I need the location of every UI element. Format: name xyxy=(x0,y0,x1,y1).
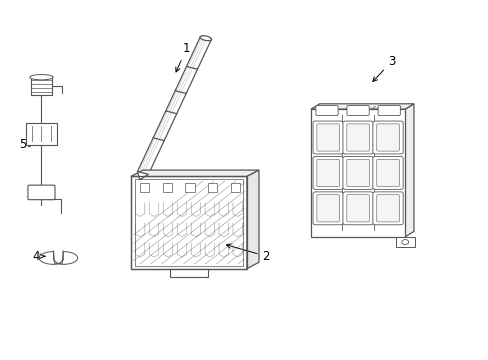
FancyBboxPatch shape xyxy=(376,159,399,186)
FancyBboxPatch shape xyxy=(342,192,372,225)
FancyBboxPatch shape xyxy=(372,121,403,154)
Polygon shape xyxy=(185,183,194,192)
FancyBboxPatch shape xyxy=(316,124,339,151)
FancyBboxPatch shape xyxy=(346,105,368,116)
Polygon shape xyxy=(395,237,414,247)
FancyBboxPatch shape xyxy=(26,123,57,145)
FancyBboxPatch shape xyxy=(316,195,339,222)
FancyBboxPatch shape xyxy=(312,157,343,189)
FancyBboxPatch shape xyxy=(342,121,372,154)
Polygon shape xyxy=(230,183,240,192)
FancyBboxPatch shape xyxy=(316,159,339,186)
Text: 1: 1 xyxy=(176,42,190,72)
FancyBboxPatch shape xyxy=(315,105,337,116)
FancyBboxPatch shape xyxy=(28,185,55,200)
FancyBboxPatch shape xyxy=(312,192,343,225)
Text: 5: 5 xyxy=(20,138,33,151)
FancyBboxPatch shape xyxy=(376,124,399,151)
Polygon shape xyxy=(53,251,63,263)
Ellipse shape xyxy=(200,36,211,41)
Polygon shape xyxy=(131,176,246,269)
Polygon shape xyxy=(59,252,78,264)
FancyBboxPatch shape xyxy=(372,192,403,225)
Polygon shape xyxy=(31,77,52,95)
FancyBboxPatch shape xyxy=(346,124,368,151)
FancyBboxPatch shape xyxy=(169,269,208,278)
Polygon shape xyxy=(140,183,149,192)
Polygon shape xyxy=(246,170,259,269)
FancyBboxPatch shape xyxy=(346,195,368,222)
Ellipse shape xyxy=(30,75,53,80)
FancyBboxPatch shape xyxy=(342,157,372,189)
Polygon shape xyxy=(137,171,148,180)
Polygon shape xyxy=(207,183,217,192)
FancyBboxPatch shape xyxy=(376,195,399,222)
Polygon shape xyxy=(163,183,172,192)
FancyBboxPatch shape xyxy=(372,157,403,189)
FancyBboxPatch shape xyxy=(346,159,368,186)
Text: 2: 2 xyxy=(226,244,269,263)
Text: 4: 4 xyxy=(32,250,45,263)
Polygon shape xyxy=(131,170,259,176)
Text: 3: 3 xyxy=(372,55,395,81)
Polygon shape xyxy=(310,104,413,109)
FancyBboxPatch shape xyxy=(312,121,343,154)
FancyBboxPatch shape xyxy=(377,105,400,116)
Polygon shape xyxy=(39,252,58,264)
Polygon shape xyxy=(405,104,413,237)
Polygon shape xyxy=(310,109,405,237)
